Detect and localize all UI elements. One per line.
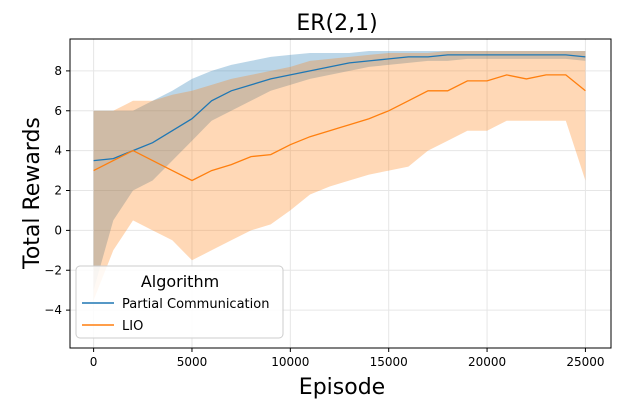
- legend-title: Algorithm: [141, 272, 219, 291]
- plot-area: 0 5000 10000 15000 20000 25000 −4 −2 0 2 4 6 8: [44, 38, 612, 369]
- x-tick-label: 15000: [370, 355, 408, 369]
- y-tick-label: 8: [54, 64, 62, 78]
- x-tick-label: 0: [90, 355, 98, 369]
- series-line-lio: [93, 74, 586, 182]
- x-tick-label: 5000: [177, 355, 208, 369]
- series-line-partial-communication: [93, 54, 586, 162]
- y-tick-label: −4: [44, 303, 62, 317]
- legend-label-lio: LIO: [122, 319, 143, 334]
- x-tick-label: 10000: [271, 355, 309, 369]
- y-tick-label: 4: [54, 144, 62, 158]
- legend-label-partial-communication: Partial Communication: [122, 297, 269, 312]
- confidence-band-lio: [93, 51, 586, 301]
- x-tick-label: 20000: [468, 355, 506, 369]
- x-axis-label: Episode: [299, 375, 385, 400]
- y-tick-label: 0: [54, 223, 62, 237]
- y-axis-label: Total Rewards: [20, 117, 45, 270]
- y-tick-label: 2: [54, 184, 62, 198]
- x-tick-label: 25000: [566, 355, 604, 369]
- y-tick-label: 6: [54, 104, 62, 118]
- chart-title: ER(2,1): [296, 11, 377, 36]
- plot-frame: [69, 38, 612, 349]
- confidence-band-partial-communication: [93, 51, 586, 291]
- legend-box: [75, 265, 284, 339]
- y-tick-label: −2: [44, 263, 62, 277]
- legend: Algorithm Partial Communication LIO: [75, 265, 284, 339]
